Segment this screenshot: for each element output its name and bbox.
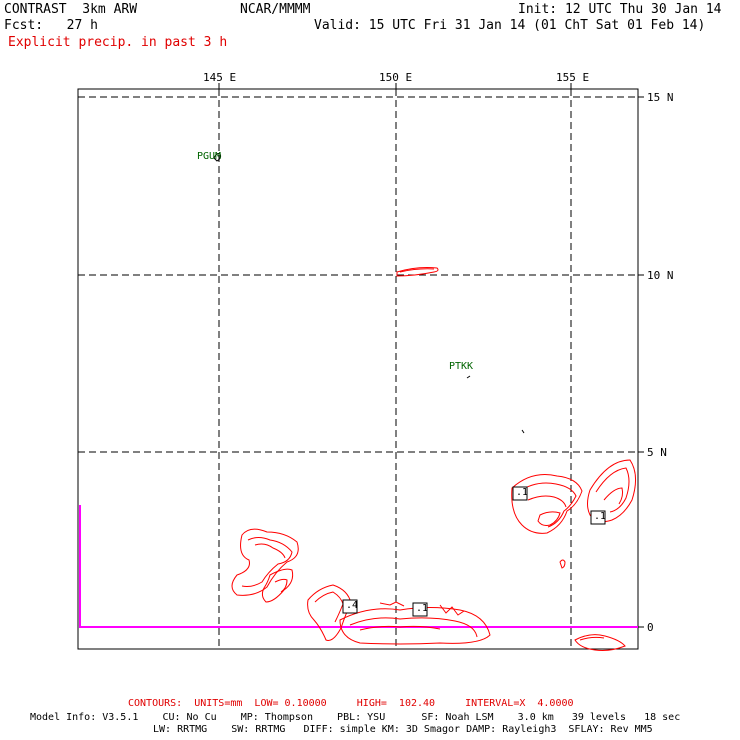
lat-label-0: 0 xyxy=(647,621,654,634)
station-pgum: PGUM xyxy=(197,151,222,162)
chuuk-coast xyxy=(466,375,471,379)
init-time: Init: 12 UTC Thu 30 Jan 14 xyxy=(518,2,722,17)
contour-label-boxes xyxy=(342,486,606,617)
island-coast-east xyxy=(521,429,525,434)
station-ptkk: PTKK xyxy=(449,361,474,372)
contour-cluster-south-central xyxy=(307,584,491,645)
contour-cluster-10n-inner xyxy=(399,268,435,273)
contour-label-3: .1 xyxy=(516,487,529,498)
contour-label-4: .1 xyxy=(594,511,607,522)
lon-label-145: 145 E xyxy=(203,71,237,84)
contour-cluster-west xyxy=(231,528,299,603)
contour-label-box-4 xyxy=(590,510,606,525)
lon-label-150: 150 E xyxy=(379,71,413,84)
lat-label-15n: 15 N xyxy=(647,91,674,104)
model-title: CONTRAST 3km ARW xyxy=(4,2,138,17)
model-info-line-1: Model Info: V3.5.1 CU: No Cu MP: Thompso… xyxy=(30,712,681,723)
contour-label-box-1 xyxy=(342,599,358,614)
lat-label-5n: 5 N xyxy=(647,446,667,459)
contour-info: CONTOURS: UNITS=mm LOW= 0.10000 HIGH= 10… xyxy=(128,698,574,709)
guam-coast xyxy=(213,153,222,162)
contour-cluster-east xyxy=(511,459,636,651)
domain-boundary xyxy=(79,505,638,628)
contour-label-1: .4 xyxy=(346,600,359,611)
coastlines xyxy=(213,96,525,434)
forecast-hour: Fcst: 27 h xyxy=(4,18,98,33)
lon-label-155: 155 E xyxy=(556,71,590,84)
contour-label-box-2 xyxy=(412,602,428,617)
model-info-line-2: LW: RRTMG SW: RRTMG DIFF: simple KM: 3D … xyxy=(153,724,653,735)
lat-lon-grid xyxy=(78,89,638,649)
axis-ticks xyxy=(218,83,644,628)
equator-boundary-line xyxy=(79,505,638,628)
contour-cluster-10n xyxy=(396,267,439,277)
precip-contours xyxy=(231,267,636,651)
valid-time: Valid: 15 UTC Fri 31 Jan 14 (01 ChT Sat … xyxy=(314,18,706,33)
field-title: Explicit precip. in past 3 h xyxy=(8,35,228,50)
map-frame xyxy=(77,88,639,650)
contour-label-box-3 xyxy=(512,486,528,501)
lat-label-10n: 10 N xyxy=(647,269,674,282)
center-name: NCAR/MMMM xyxy=(240,2,311,17)
contour-label-2: .1 xyxy=(416,603,429,614)
